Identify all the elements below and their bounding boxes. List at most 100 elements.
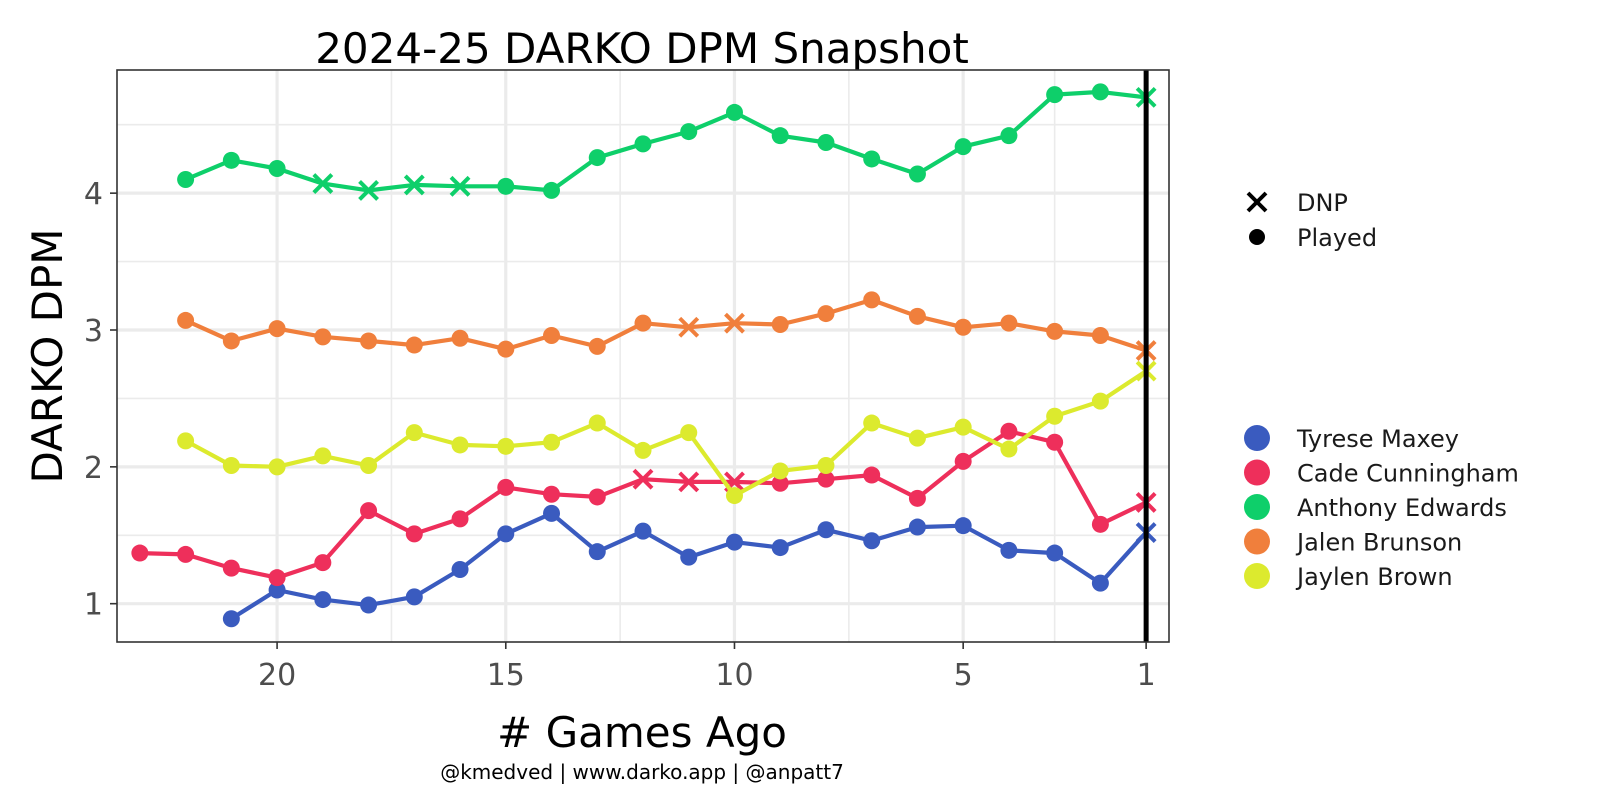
played-point: [405, 525, 423, 543]
played-point: [451, 510, 469, 528]
played-point: [817, 521, 835, 539]
legend-swatch: [1244, 425, 1270, 451]
legend-label: DNP: [1297, 189, 1348, 217]
played-point: [680, 548, 698, 566]
legend-entry-tyrese-maxey: Tyrese Maxey: [1244, 425, 1459, 453]
played-point: [817, 305, 835, 323]
played-point: [222, 151, 240, 169]
series-line-jaylen-brown: [183, 369, 1149, 498]
played-point: [222, 610, 240, 628]
dnp-point: [449, 175, 471, 197]
played-point: [588, 414, 606, 432]
y-tick-label: 4: [84, 177, 103, 212]
x-tick-label: 15: [487, 658, 525, 693]
played-point: [908, 307, 926, 325]
dnp-stroke: [632, 468, 654, 490]
legend-entry-dnp: DNP: [1246, 189, 1348, 217]
played-point: [451, 329, 469, 347]
legend-label: Played: [1297, 224, 1377, 252]
legend-played-marker: [1249, 229, 1265, 245]
played-point: [954, 418, 972, 436]
y-tick-label: 3: [84, 314, 103, 349]
dnp-point: [403, 174, 425, 196]
played-point: [1000, 422, 1018, 440]
played-point: [222, 332, 240, 350]
dnp-point: [312, 173, 334, 194]
panel-background: [117, 70, 1169, 642]
played-point: [222, 559, 240, 577]
played-point: [680, 123, 698, 141]
played-point: [1046, 544, 1064, 562]
legend-label: Jaylen Brown: [1295, 563, 1453, 591]
played-point: [1091, 574, 1109, 592]
legend-label: Anthony Edwards: [1297, 494, 1507, 522]
series-jaylen-brown: [177, 360, 1157, 505]
played-point: [314, 591, 332, 609]
played-point: [543, 485, 561, 503]
played-point: [360, 596, 378, 614]
played-point: [863, 291, 881, 309]
played-point: [954, 318, 972, 336]
played-point: [771, 539, 789, 557]
played-point: [1000, 314, 1018, 332]
played-point: [771, 462, 789, 480]
played-point: [497, 437, 515, 455]
series-tyrese-maxey: [222, 504, 1157, 628]
played-point: [634, 441, 652, 459]
dnp-stroke: [358, 180, 379, 201]
played-point: [908, 165, 926, 183]
played-point: [314, 554, 332, 572]
chart-caption: @kmedved | www.darko.app | @anpatt7: [440, 760, 844, 784]
dnp-stroke: [678, 316, 700, 338]
played-point: [954, 138, 972, 156]
played-point: [634, 522, 652, 540]
dnp-point: [678, 316, 700, 338]
played-point: [634, 314, 652, 332]
legend-swatch: [1244, 528, 1270, 555]
x-tick-label: 5: [954, 658, 973, 693]
played-point: [1046, 86, 1064, 104]
played-point: [360, 502, 378, 520]
y-axis-title: DARKO DPM: [23, 228, 72, 483]
played-point: [634, 135, 652, 153]
dnp-stroke: [449, 175, 471, 197]
played-point: [1091, 515, 1109, 533]
y-axis-ticks: 1 2 3 4: [84, 177, 117, 623]
played-point: [725, 103, 743, 121]
dnp-point: [724, 312, 745, 334]
played-point: [497, 177, 515, 195]
played-point: [268, 160, 286, 178]
played-point: [1000, 541, 1018, 559]
series-line-anthony-edwards: [183, 89, 1149, 193]
played-point: [725, 487, 743, 505]
dnp-stroke: [678, 471, 700, 493]
x-tick-label: 20: [258, 658, 296, 693]
played-point: [863, 466, 881, 484]
played-point: [543, 433, 561, 451]
played-point: [771, 127, 789, 145]
played-point: [451, 560, 469, 578]
played-point: [1046, 322, 1064, 340]
played-point: [863, 532, 881, 550]
legend-swatch: [1244, 459, 1270, 486]
played-point: [771, 474, 789, 492]
played-point: [817, 456, 835, 474]
played-point: [1091, 83, 1109, 101]
played-point: [863, 414, 881, 432]
played-point: [1046, 407, 1064, 425]
played-point: [1000, 440, 1018, 458]
dnp-stroke: [403, 174, 425, 196]
plot-panel: [116, 69, 1170, 643]
legend-dnp-stroke: [1246, 191, 1268, 213]
dnp-stroke: [312, 173, 334, 194]
dnp-stroke: [724, 312, 745, 334]
played-point: [817, 134, 835, 152]
y-tick-label: 2: [84, 451, 103, 486]
legend-entry-jaylen-brown: Jaylen Brown: [1244, 563, 1453, 591]
played-point: [680, 424, 698, 442]
played-point: [954, 452, 972, 470]
played-point: [588, 149, 606, 167]
played-point: [177, 170, 195, 188]
played-point: [314, 447, 332, 465]
played-point: [360, 332, 378, 350]
